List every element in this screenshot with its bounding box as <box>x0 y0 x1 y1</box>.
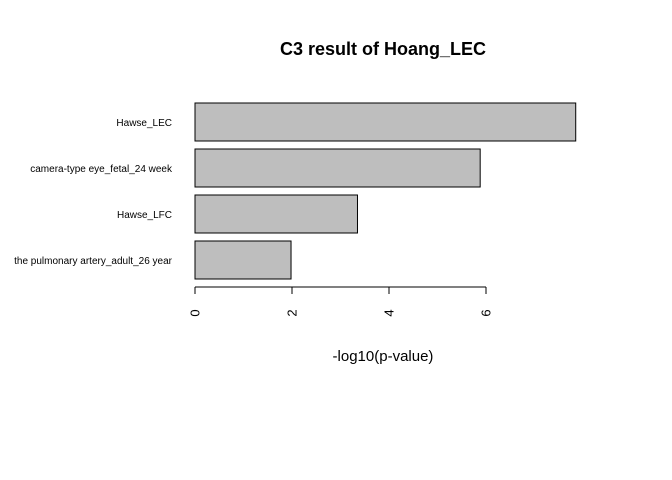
bar <box>194 102 577 142</box>
bars-group <box>194 102 577 280</box>
x-axis-label: -log10(p-value) <box>333 348 434 365</box>
bar <box>194 194 358 234</box>
category-labels: Hawse_LEC camera-type eye_fetal_24 week Ha… <box>14 118 173 267</box>
category-label: the pulmonary artery_adult_26 year <box>14 256 173 267</box>
x-tick-label: 2 <box>285 309 300 316</box>
x-tick-label: 0 <box>188 309 203 316</box>
x-tick-label: 6 <box>479 309 494 316</box>
category-label: Hawse_LEC <box>116 118 172 129</box>
category-label: camera-type eye_fetal_24 week <box>30 164 173 175</box>
x-tick-label: 4 <box>382 309 397 316</box>
bar <box>194 148 481 188</box>
bar <box>194 240 292 280</box>
x-axis: 0 2 4 6 <box>188 286 494 317</box>
category-label: Hawse_LFC <box>117 210 172 221</box>
chart-title: C3 result of Hoang_LEC <box>280 39 486 59</box>
